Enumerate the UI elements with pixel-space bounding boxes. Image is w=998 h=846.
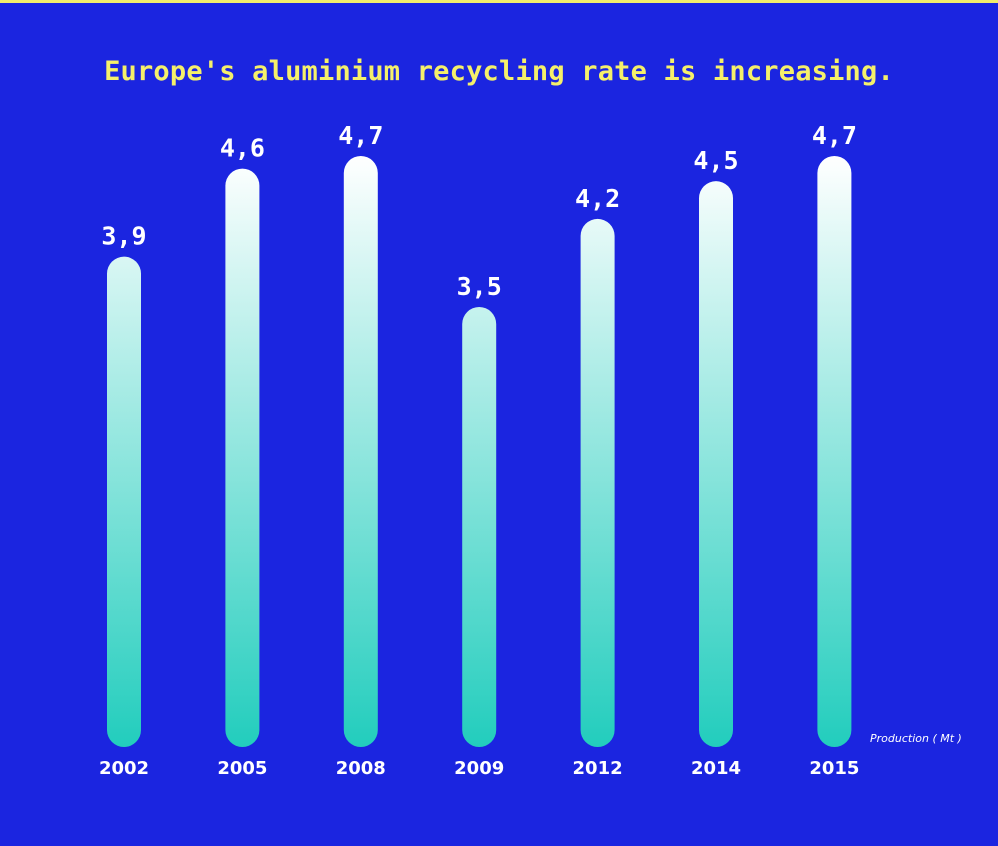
- bar-2008: [343, 156, 378, 747]
- value-label-2005: 4,6: [220, 134, 265, 163]
- x-tick-label-2015: 2015: [809, 758, 859, 779]
- x-axis-labels-group: 2002 2005 2008 2009 2012 2014 2015: [99, 758, 860, 779]
- value-labels-group: 3,9 4,6 4,7 3,5 4,2 4,5 4,7: [101, 121, 857, 301]
- chart-title: Europe's aluminium recycling rate is inc…: [104, 56, 894, 87]
- value-label-2012: 4,2: [575, 184, 620, 213]
- bar-2009: [462, 307, 497, 747]
- top-accent-line: [0, 0, 998, 3]
- value-label-2009: 3,5: [457, 272, 502, 301]
- value-label-2014: 4,5: [693, 146, 738, 175]
- bar-2005: [225, 168, 260, 748]
- bar-2012: [580, 218, 615, 747]
- x-tick-label-2014: 2014: [691, 758, 741, 779]
- x-tick-label-2002: 2002: [99, 758, 149, 779]
- bars-group: [107, 156, 852, 748]
- value-label-2015: 4,7: [812, 121, 857, 150]
- bar-2015: [817, 156, 852, 747]
- bar-2002: [107, 256, 141, 747]
- x-tick-label-2005: 2005: [217, 758, 267, 779]
- x-tick-label-2012: 2012: [573, 758, 623, 779]
- bar-2014: [699, 181, 733, 747]
- value-label-2002: 3,9: [101, 222, 146, 251]
- value-label-2008: 4,7: [338, 121, 383, 150]
- x-tick-label-2009: 2009: [454, 758, 504, 779]
- unit-label: Production ( Mt ): [870, 732, 962, 745]
- x-tick-label-2008: 2008: [336, 758, 386, 779]
